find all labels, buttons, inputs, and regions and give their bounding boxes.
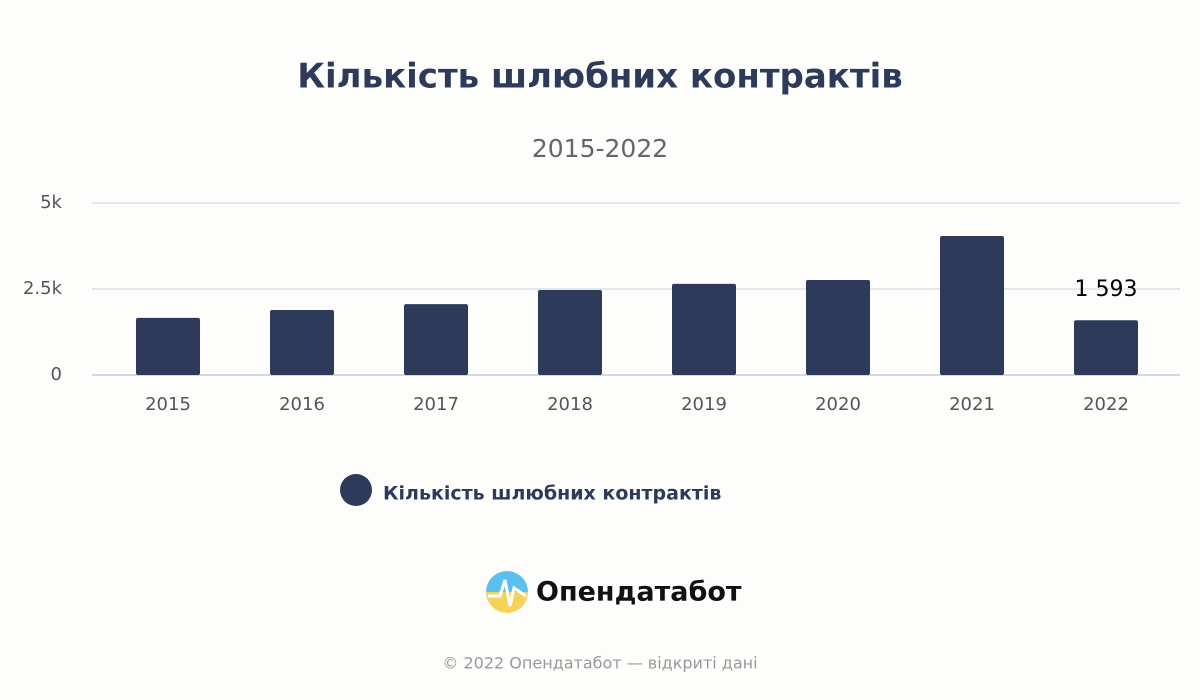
x-tick-label: 2021	[949, 394, 995, 415]
x-tick-label: 2015	[145, 394, 191, 415]
bar	[270, 309, 334, 375]
x-tick-label: 2016	[279, 394, 325, 415]
bar	[940, 236, 1004, 375]
y-tick-label: 2.5k	[23, 278, 63, 299]
x-tick-label: 2017	[413, 394, 459, 415]
x-tick-label: 2022	[1083, 394, 1129, 415]
logo-text: Опендатабот	[536, 577, 742, 608]
x-tick-label: 2018	[547, 394, 593, 415]
bar	[806, 280, 870, 375]
chart-subtitle: 2015-2022	[532, 134, 668, 163]
data-label: 1 593	[1075, 277, 1138, 302]
chart-title: Кількість шлюбних контрактів	[297, 57, 903, 97]
footer: © 2022 Опендатабот — відкриті дані	[442, 654, 757, 673]
y-tick-label: 5k	[40, 192, 62, 213]
legend-marker	[340, 474, 372, 506]
bar	[1074, 320, 1138, 375]
logo-pulse	[488, 579, 527, 607]
bar	[672, 283, 736, 375]
x-tick-label: 2019	[681, 394, 727, 415]
logo: Опендатабот	[486, 571, 742, 613]
bar	[538, 290, 602, 375]
bar	[404, 304, 468, 375]
x-tick-label: 2020	[815, 394, 861, 415]
bar	[136, 317, 200, 375]
y-tick-label: 0	[51, 364, 62, 385]
legend-label: Кількість шлюбних контрактів	[383, 483, 721, 505]
